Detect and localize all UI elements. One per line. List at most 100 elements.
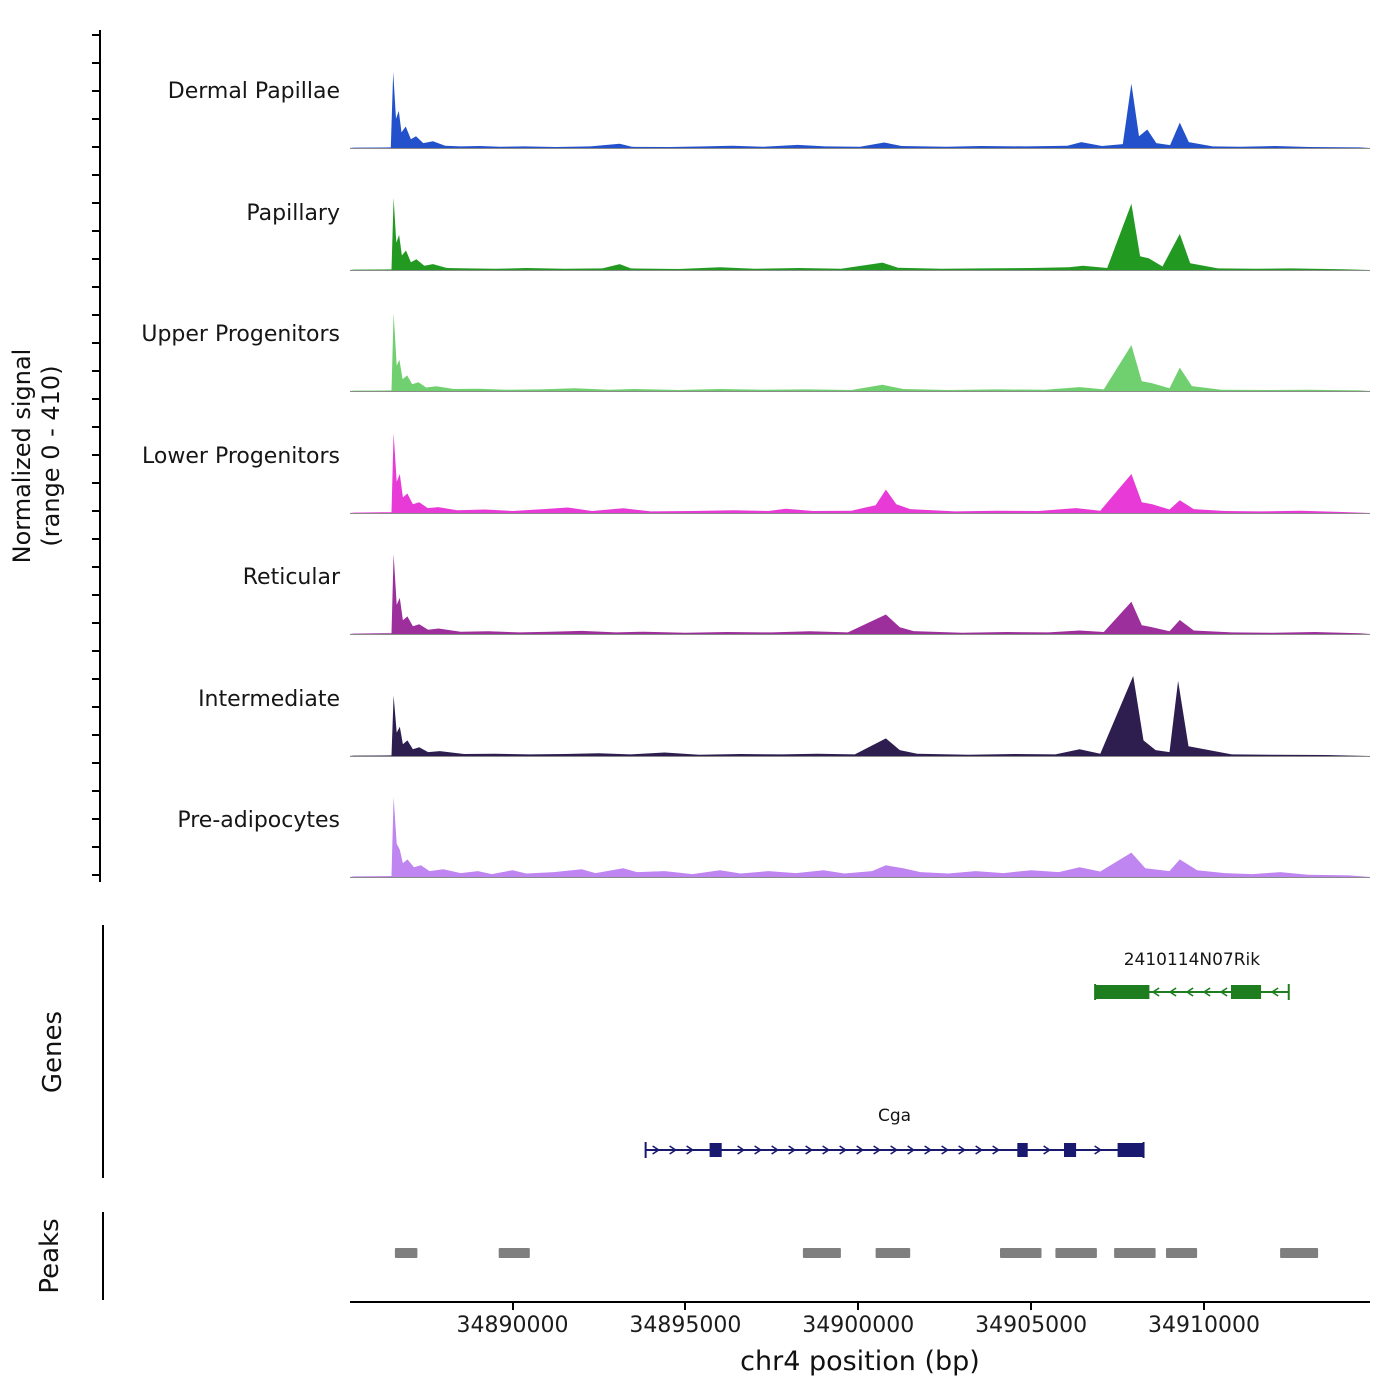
- strand-arrow-icon: [1219, 987, 1228, 997]
- strand-arrow-icon: [822, 1145, 831, 1155]
- peak-region: [498, 1248, 530, 1258]
- peak-region: [1055, 1248, 1097, 1258]
- x-axis-tick: [857, 1303, 860, 1310]
- track-signal: [350, 71, 1370, 149]
- x-tick-label: 34910000: [1148, 1313, 1261, 1338]
- strand-arrow-icon: [924, 1145, 933, 1155]
- track-signal: [350, 554, 1370, 635]
- track-label: Reticular: [242, 565, 340, 590]
- gene-exon: [1231, 985, 1262, 999]
- gene-label: Cga: [878, 1106, 912, 1126]
- strand-arrow-icon: [1168, 987, 1177, 997]
- strand-arrow-icon: [856, 1145, 865, 1155]
- strand-arrow-icon: [669, 1145, 678, 1155]
- y-axis-tick: [92, 426, 99, 428]
- strand-arrow-icon: [839, 1145, 848, 1155]
- y-axis-tick: [92, 650, 99, 652]
- y-axis-label-line1: Normalized signal: [8, 348, 36, 564]
- x-axis-tick: [684, 1303, 687, 1310]
- y-axis-tick: [92, 734, 99, 736]
- strand-arrow-icon: [1202, 987, 1211, 997]
- y-axis-tick: [92, 90, 99, 92]
- genes-axis-line: [102, 925, 104, 1178]
- y-axis-tick: [92, 230, 99, 232]
- strand-arrow-icon: [941, 1145, 950, 1155]
- y-axis-tick: [92, 398, 99, 400]
- y-axis-tick: [92, 482, 99, 484]
- strand-arrow-icon: [992, 1145, 1001, 1155]
- track-signal: [350, 313, 1370, 392]
- y-axis-tick: [92, 286, 99, 288]
- track-signal: [350, 433, 1370, 514]
- signal-area: [350, 676, 1370, 756]
- y-axis-tick: [92, 342, 99, 344]
- y-axis-tick: [92, 706, 99, 708]
- x-tick-label: 34905000: [975, 1313, 1088, 1338]
- strand-arrow-icon: [1043, 1145, 1052, 1155]
- x-axis-tick: [1203, 1303, 1206, 1310]
- y-axis-tick: [92, 818, 99, 820]
- track-label: Pre-adipocytes: [177, 808, 340, 833]
- strand-arrow-icon: [1094, 1145, 1103, 1155]
- gene-exon: [1095, 985, 1150, 999]
- strand-arrow-icon: [686, 1145, 695, 1155]
- y-axis-tick: [92, 622, 99, 624]
- peaks-axis-line: [102, 1212, 104, 1300]
- y-axis-tick: [92, 34, 99, 36]
- signal-area: [350, 554, 1370, 634]
- peak-region: [1166, 1248, 1198, 1258]
- peak-region: [802, 1248, 841, 1258]
- strand-arrow-icon: [975, 1145, 984, 1155]
- gene-exon: [709, 1143, 722, 1157]
- y-axis-tick: [92, 790, 99, 792]
- strand-arrow-icon: [754, 1145, 763, 1155]
- strand-arrow-icon: [788, 1145, 797, 1155]
- track-signal: [350, 676, 1370, 757]
- strand-arrow-icon: [907, 1145, 916, 1155]
- tracks-y-axis-line: [99, 30, 101, 882]
- strand-arrow-icon: [771, 1145, 780, 1155]
- strand-arrow-icon: [652, 1145, 661, 1155]
- gene-exon: [1117, 1143, 1144, 1157]
- y-axis-tick: [92, 258, 99, 260]
- peak-regions-canvas: [394, 1248, 1319, 1258]
- y-axis-tick: [92, 454, 99, 456]
- track-signal: [350, 797, 1370, 878]
- peak-region: [1000, 1248, 1042, 1258]
- gene-models-canvas: [644, 984, 1290, 1158]
- y-axis-tick: [92, 846, 99, 848]
- y-axis-tick: [92, 146, 99, 148]
- y-axis-label: Normalized signal (range 0 - 410): [8, 156, 68, 756]
- track-label: Papillary: [246, 201, 340, 226]
- strand-arrow-icon: [1151, 987, 1160, 997]
- track-label: Dermal Papillae: [167, 79, 340, 104]
- x-axis-title: chr4 position (bp): [740, 1346, 980, 1377]
- x-axis-tick: [1030, 1303, 1033, 1310]
- strand-arrow-icon: [737, 1145, 746, 1155]
- signal-area: [350, 433, 1370, 513]
- y-axis-tick: [92, 874, 99, 876]
- signal-area: [350, 197, 1370, 270]
- strand-arrow-icon: [805, 1145, 814, 1155]
- peak-region: [1114, 1248, 1156, 1258]
- y-axis-tick: [92, 678, 99, 680]
- peak-region: [875, 1248, 911, 1258]
- y-axis-tick: [92, 762, 99, 764]
- peak-region: [1280, 1248, 1319, 1258]
- strand-arrow-icon: [1185, 987, 1194, 997]
- peaks-section-label: Peaks: [35, 1218, 65, 1294]
- x-axis-tick: [511, 1303, 514, 1310]
- y-axis-tick: [92, 62, 99, 64]
- peak-region: [394, 1248, 418, 1258]
- signal-area: [350, 797, 1370, 877]
- strand-arrow-icon: [958, 1145, 967, 1155]
- y-axis-tick: [92, 314, 99, 316]
- y-axis-tick: [92, 566, 99, 568]
- strand-arrow-icon: [890, 1145, 899, 1155]
- y-axis-tick: [92, 202, 99, 204]
- gene-exon: [1064, 1143, 1077, 1157]
- y-axis-tick: [92, 538, 99, 540]
- track-label: Upper Progenitors: [141, 322, 340, 347]
- y-axis-tick: [92, 370, 99, 372]
